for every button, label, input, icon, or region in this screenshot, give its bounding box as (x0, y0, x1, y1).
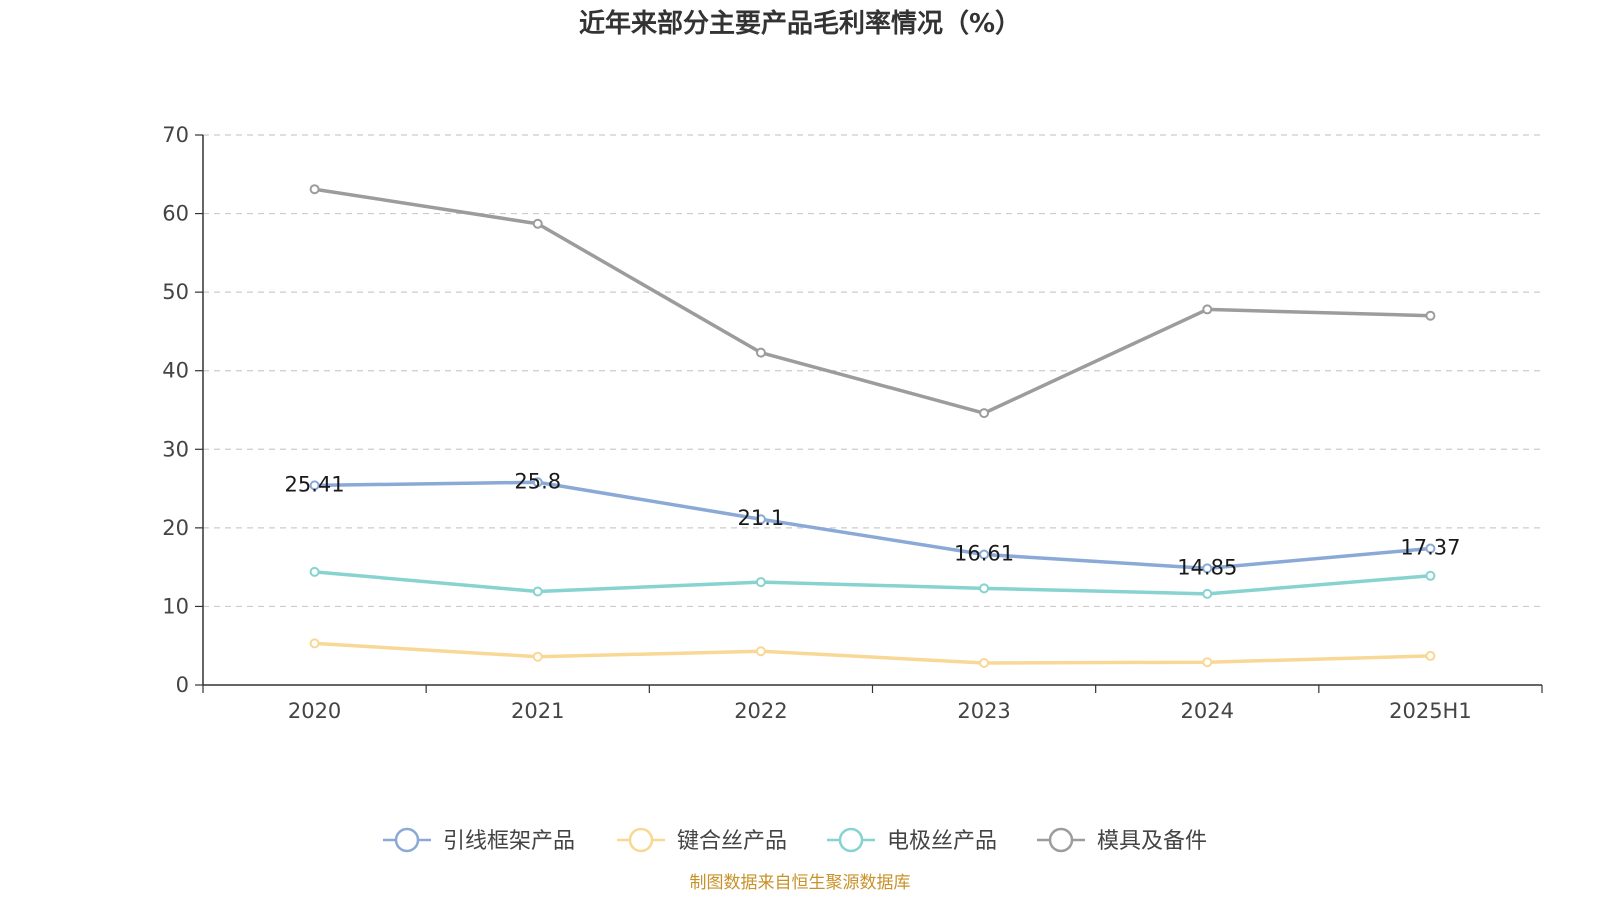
legend-item-0[interactable]: 引线框架产品 (383, 827, 575, 854)
data-point[interactable] (309, 638, 320, 649)
data-point[interactable] (309, 184, 320, 195)
data-point[interactable] (309, 480, 320, 491)
data-labels: 25.41 25.8 21.1 16.61 14.85 17.37 (285, 469, 1461, 579)
y-tick-label: 60 (162, 202, 189, 226)
source-note: 制图数据来自恒生聚源数据库 (690, 873, 911, 893)
data-point[interactable] (309, 566, 320, 577)
data-point[interactable] (1425, 570, 1436, 581)
x-tick-label: 2020 (288, 699, 341, 723)
data-point[interactable] (979, 408, 990, 419)
data-label: 17.37 (1400, 536, 1460, 560)
data-point[interactable] (979, 549, 990, 560)
legend-label: 电极丝产品 (887, 829, 997, 854)
data-label: 14.85 (1177, 555, 1237, 579)
legend-item-3[interactable]: 模具及备件 (1037, 827, 1207, 854)
x-tick-label: 2025H1 (1389, 699, 1472, 723)
y-tick-label: 70 (162, 123, 189, 147)
legend-label: 模具及备件 (1097, 829, 1207, 854)
legend-label: 键合丝产品 (677, 829, 787, 854)
chart-title: 近年来部分主要产品毛利率情况（%） (579, 8, 1021, 39)
data-point[interactable] (1202, 657, 1213, 668)
data-point[interactable] (532, 477, 543, 488)
legend-swatch-marker (1048, 827, 1074, 853)
data-point[interactable] (1202, 304, 1213, 315)
legend-label: 引线框架产品 (443, 829, 575, 854)
series-2 (309, 566, 1436, 599)
data-point[interactable] (532, 586, 543, 597)
axes: 0 10 20 30 40 50 60 70 2020 2021 2022 2023 2024 2025H… (162, 123, 1543, 723)
y-tick-label: 20 (162, 516, 189, 540)
data-point[interactable] (755, 577, 766, 588)
data-label: 16.61 (954, 541, 1014, 565)
series-0 (309, 477, 1436, 574)
data-point[interactable] (1425, 543, 1436, 554)
series-line (314, 480, 1431, 571)
legend[interactable]: 引线框架产品 键合丝产品 电极丝产品 模具及备件 (383, 827, 1207, 854)
legend-swatch-marker (628, 827, 654, 853)
data-point[interactable] (532, 651, 543, 662)
legend-item-2[interactable]: 电极丝产品 (827, 827, 997, 854)
data-point[interactable] (1202, 588, 1213, 599)
data-label: 25.8 (514, 469, 561, 493)
x-tick-label: 2021 (511, 699, 564, 723)
series-line (314, 187, 1431, 415)
series-line (314, 570, 1431, 596)
series-line (314, 641, 1431, 665)
legend-swatch-marker (394, 827, 420, 853)
x-tick-label: 2022 (734, 699, 787, 723)
data-point[interactable] (755, 646, 766, 657)
y-tick-label: 50 (162, 280, 189, 304)
data-point[interactable] (1425, 650, 1436, 661)
data-point[interactable] (532, 218, 543, 229)
data-point[interactable] (979, 658, 990, 668)
data-label: 25.41 (285, 472, 345, 496)
legend-swatch-marker (838, 827, 864, 853)
x-tick-label: 2023 (957, 699, 1010, 723)
series-1 (309, 638, 1436, 668)
series-3 (309, 184, 1436, 419)
grid (203, 134, 1542, 608)
y-tick-label: 40 (162, 359, 189, 383)
data-point[interactable] (1425, 310, 1436, 321)
data-point[interactable] (1202, 563, 1213, 574)
data-label: 21.1 (738, 506, 785, 530)
x-tick-label: 2024 (1181, 699, 1234, 723)
data-point[interactable] (979, 583, 990, 594)
y-tick-label: 0 (176, 673, 189, 697)
legend-item-1[interactable]: 键合丝产品 (617, 827, 787, 854)
y-tick-label: 30 (162, 437, 189, 461)
data-point[interactable] (755, 514, 766, 525)
series-lines (309, 184, 1436, 668)
data-point[interactable] (755, 347, 766, 358)
y-tick-label: 10 (162, 594, 189, 618)
